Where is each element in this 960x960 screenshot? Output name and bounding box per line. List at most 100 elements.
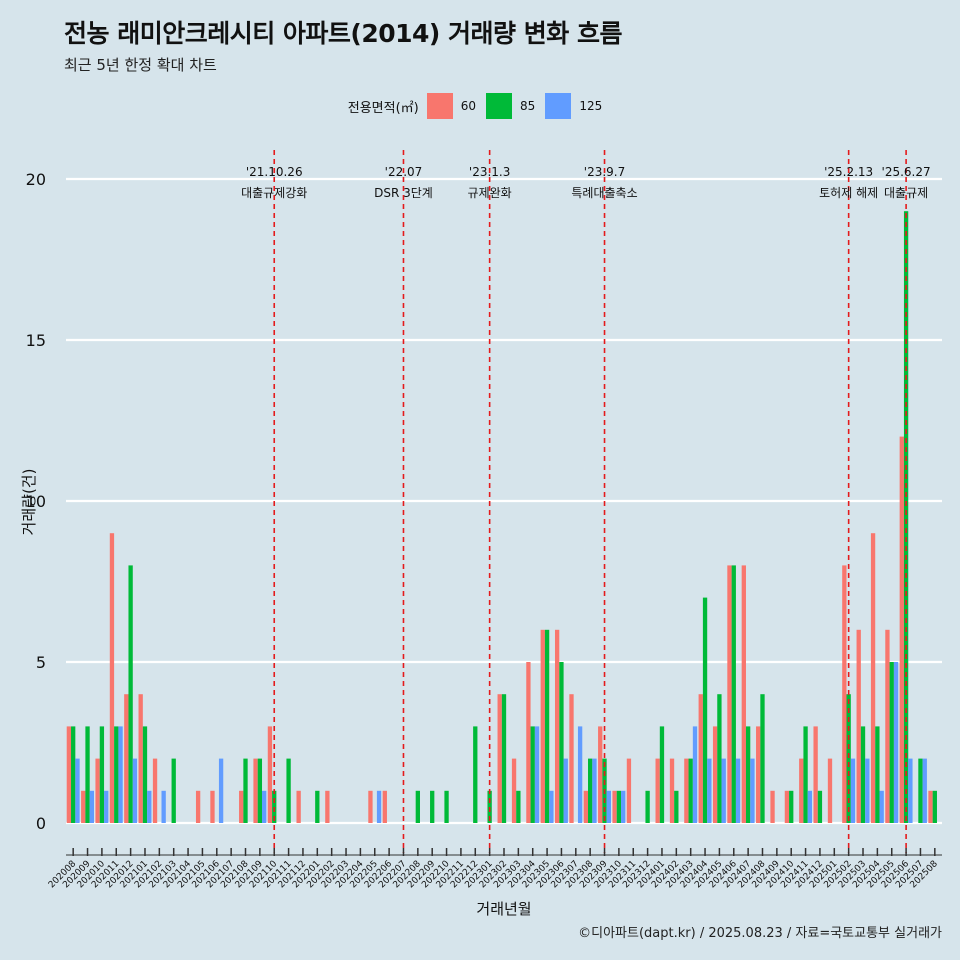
bar-60-202310	[612, 790, 617, 823]
event-label-5: 대출규제	[884, 186, 928, 200]
event-label-3: 특례대출축소	[571, 186, 637, 200]
bar-60-202401	[655, 758, 660, 823]
bar-125-202306	[563, 758, 568, 823]
bar-85-202012	[128, 565, 133, 823]
bar-85-202303	[516, 790, 521, 823]
bar-85-202411	[803, 726, 808, 823]
bar-60-202008	[66, 726, 72, 823]
bar-85-202310	[616, 790, 622, 823]
bar-60-202206	[382, 790, 387, 823]
bar-125-202304	[534, 726, 540, 823]
bar-85-202011	[114, 726, 119, 823]
y-tick-label-0: 0	[36, 814, 46, 833]
bar-85-202109	[257, 758, 263, 823]
bar-125-202307	[577, 726, 583, 823]
legend-item-60: 60	[426, 93, 476, 119]
bar-60-202109	[253, 758, 258, 823]
bar-60-202412	[813, 726, 818, 823]
legend-label-125: 125	[579, 99, 603, 113]
bar-85-202101	[142, 726, 148, 823]
bar-60-202404	[698, 694, 703, 823]
bar-125-202010	[104, 790, 109, 823]
bar-60-202506	[899, 436, 904, 823]
chart-title: 전농 래미안크레시티 아파트(2014) 거래량 변화 흐름	[64, 19, 622, 48]
bar-125-202309	[606, 790, 611, 823]
event-label-0: 대출규제강화	[241, 186, 307, 200]
bar-85-202008	[71, 726, 76, 823]
bar-85-202503	[860, 726, 866, 823]
bar-60-202011	[109, 533, 115, 823]
bar-125-202101	[147, 790, 152, 823]
legend-item-85: 85	[486, 93, 535, 119]
bar-60-202504	[870, 533, 876, 823]
event-date-3: '23.9.7	[584, 165, 625, 179]
bar-60-202304	[526, 662, 531, 823]
legend-item-125: 125	[545, 93, 602, 119]
bar-85-202111	[286, 758, 291, 823]
bar-125-202504	[879, 790, 884, 823]
bar-125-202102	[161, 790, 166, 823]
bar-85-202103	[171, 758, 176, 823]
bar-125-202502	[850, 758, 856, 823]
bar-85-202306	[559, 662, 564, 823]
bar-85-202302	[501, 694, 507, 823]
bar-60-202012	[124, 694, 129, 823]
bar-85-202406	[731, 565, 736, 823]
bar-60-202102	[152, 758, 158, 823]
bar-85-202208	[415, 790, 420, 823]
bar-125-202009	[89, 790, 95, 823]
bar-125-202406	[735, 758, 741, 823]
bar-60-202502	[842, 565, 847, 823]
chart-subtitle: 최근 5년 한정 확대 차트	[64, 56, 217, 74]
bar-60-202106	[210, 790, 215, 823]
bar-60-202302	[497, 694, 502, 823]
bar-60-202307	[569, 694, 574, 823]
bar-60-202411	[799, 758, 804, 823]
bar-85-202504	[875, 726, 880, 823]
bar-60-202406	[727, 565, 732, 823]
bar-85-202508	[932, 790, 937, 823]
bar-60-202205	[368, 790, 373, 823]
bar-85-202401	[659, 726, 665, 823]
bar-85-202412	[817, 790, 823, 823]
event-label-4: 토허제 해제	[819, 186, 878, 200]
bar-85-202410	[789, 790, 794, 823]
event-label-1: DSR 3단계	[374, 186, 433, 200]
bar-60-202303	[511, 758, 517, 823]
event-date-1: '22.07	[385, 165, 423, 179]
source-caption: ©디아파트(dapt.kr) / 2025.08.23 / 자료=국토교통부 실…	[578, 926, 942, 941]
bar-85-202404	[702, 597, 708, 823]
legend-swatch-85	[486, 93, 513, 119]
bar-60-202407	[741, 565, 746, 823]
bar-60-202010	[95, 758, 100, 823]
bar-85-202301	[487, 790, 492, 823]
bar-125-202205	[376, 790, 382, 823]
event-date-5: '25.6.27	[882, 165, 931, 179]
bar-85-202305	[544, 629, 550, 823]
bar-125-202407	[750, 758, 755, 823]
bar-85-202405	[717, 694, 722, 823]
legend-swatch-60	[426, 93, 453, 119]
y-tick-label-20: 20	[26, 170, 46, 189]
y-tick-label-10: 10	[26, 492, 46, 511]
bar-60-202410	[784, 790, 790, 823]
bar-85-202505	[889, 662, 894, 823]
bar-60-202101	[138, 694, 143, 823]
bar-85-202304	[530, 726, 535, 823]
bar-60-202508	[928, 790, 933, 823]
legend-title: 전용면적(㎡)	[347, 100, 419, 116]
bar-85-202209	[430, 790, 435, 823]
y-axis-title: 거래량(건)	[20, 469, 38, 536]
bar-85-202212	[473, 726, 478, 823]
bar-125-202012	[132, 758, 138, 823]
event-label-2: 규제완화	[468, 186, 512, 200]
bar-125-202308	[592, 758, 597, 823]
bar-85-202506	[903, 211, 909, 823]
bar-60-202501	[827, 758, 833, 823]
bar-125-202011	[118, 726, 123, 823]
legend-label-85: 85	[520, 99, 536, 113]
bar-85-202507	[918, 758, 923, 823]
bar-60-202110	[267, 726, 273, 823]
legend: 전용면적(㎡) 60 85 125	[0, 92, 960, 120]
bar-60-202403	[684, 758, 689, 823]
